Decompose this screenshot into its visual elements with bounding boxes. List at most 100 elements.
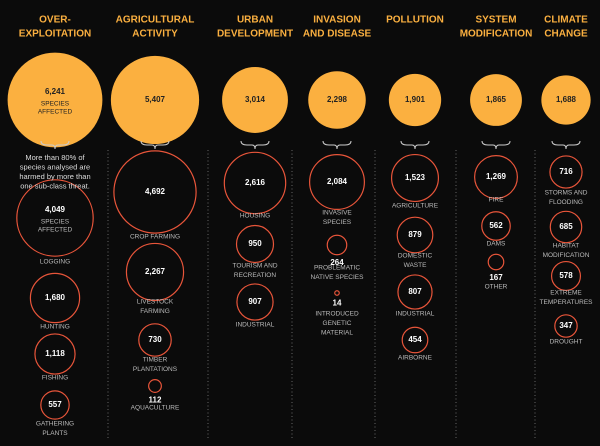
sub-bubble [550,260,582,292]
column-title: MODIFICATION [460,29,533,40]
sub-bubble [16,179,94,257]
sub-bubble [113,150,197,234]
sub-label: FARMING [140,308,170,315]
note: More than 80% of [25,153,85,162]
sub-label: NATIVE SPECIES [311,274,365,281]
note: harmed by more than [19,172,90,181]
sub-label: INDUSTRIAL [396,311,435,318]
sub-bubble [236,283,274,321]
sub-label: HABITAT [553,243,580,250]
sub-bubble [487,253,505,271]
sub-bubble [309,154,365,210]
total-caption: SPECIES [41,101,70,108]
sub-bubble [40,390,70,420]
total-bubble [388,73,442,127]
sub-caption: AFFECTED [38,227,73,234]
sub-bubble [396,216,434,254]
sub-label: AQUACULTURE [131,405,180,412]
sub-label: PLANTATIONS [133,366,178,373]
sub-label: GATHERING [36,421,74,428]
total-bubble [110,55,200,145]
sub-label: MODIFICATION [543,252,590,259]
sub-bubble [334,290,340,296]
total-value: 6,241 [45,87,66,96]
sub-bubble [554,314,578,338]
sub-label: HOUSING [240,213,270,220]
sub-bubble [223,151,287,215]
total-value: 1,865 [486,95,507,104]
sub-label: PROBLEMATIC [314,265,360,272]
sub-bubble [481,211,511,241]
column-title: DEVELOPMENT [217,29,293,40]
sub-label: TOURISM AND [232,263,277,270]
sub-value: 716 [559,167,573,176]
total-bubble [222,67,288,133]
sub-bubble [390,153,440,203]
column-title: AND DISEASE [303,29,372,40]
sub-bubble [29,272,81,324]
sub-bubble [474,155,518,199]
column-title: CLIMATE [544,15,588,26]
sub-label: FISHING [42,375,68,382]
sub-label: TEMPERATURES [540,299,594,306]
note: one sub-class threat. [20,181,90,190]
sub-bubble [125,242,185,302]
sub-label: AIRBORNE [398,355,433,362]
sub-caption: SPECIES [41,219,70,226]
sub-value: 2,616 [245,178,266,187]
sub-bubble [401,326,429,354]
sub-value: 14 [333,298,342,307]
sub-value: 4,049 [45,205,66,214]
sub-label: FLOODING [549,199,583,206]
column-title: POLLUTION [386,15,444,26]
sub-bubble [235,224,275,264]
sub-label: EXTREME [550,290,582,297]
sub-value: 685 [559,222,573,231]
sub-bubble [397,274,433,310]
sub-value: 1,523 [405,173,426,182]
sub-label: MATERIAL [321,330,353,337]
sub-value: 1,269 [486,172,507,181]
sub-value: 264 [330,258,344,267]
sub-value: 907 [248,297,262,306]
sub-label: HUNTING [40,324,70,331]
total-bubble [470,74,522,126]
sub-label: SPECIES [323,219,352,226]
sub-label: INDUSTRIAL [236,322,275,329]
sub-value: 557 [48,400,62,409]
sub-value: 730 [148,335,162,344]
total-value: 1,901 [405,95,426,104]
sub-value: 1,118 [45,349,65,358]
column-title: ACTIVITY [132,29,178,40]
brace [551,140,581,150]
total-bubble [541,75,591,125]
sub-label: LOGGING [40,259,70,266]
note: species analysed are [20,162,90,171]
sub-bubble [326,234,348,256]
sub-label: CROP FARMING [130,234,180,241]
sub-bubble [34,333,76,375]
brace [240,140,270,150]
brace [481,140,511,150]
brace [140,140,170,150]
sub-label: DAMS [487,241,506,248]
sub-value: 2,084 [327,177,348,186]
sub-label: STORMS AND [545,190,588,197]
column-title: CHANGE [544,29,588,40]
total-value: 5,407 [145,95,166,104]
sub-value: 167 [489,273,503,282]
sub-value: 4,692 [145,187,166,196]
sub-label: GENETIC [323,320,352,327]
total-caption: AFFECTED [38,109,73,116]
sub-label: INVASIVE [322,210,352,217]
sub-value: 2,267 [145,267,166,276]
sub-label: AGRICULTURE [392,203,439,210]
total-bubble [7,52,103,148]
column-title: AGRICULTURAL [116,15,195,26]
column-title: URBAN [237,15,273,26]
sub-label: PLANTS [42,430,68,437]
column-title: INVASION [313,15,361,26]
sub-label: FIRE [489,197,504,204]
sub-value: 454 [408,335,422,344]
